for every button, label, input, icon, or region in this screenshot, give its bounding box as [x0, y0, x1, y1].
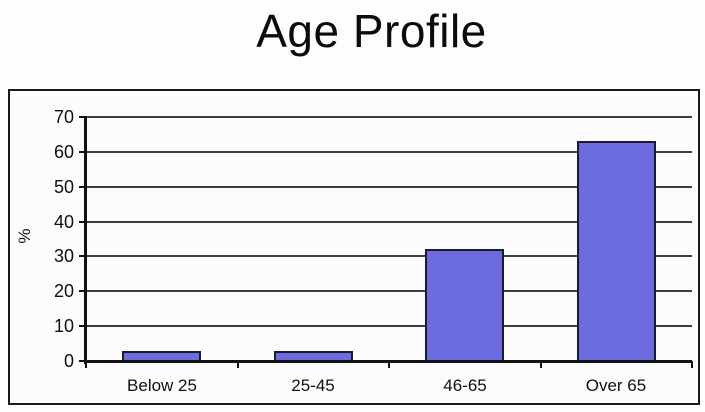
chart-plot-box: % 0 10 20 30 40 50 60 70 Below 25 25-45 46-65 Over … — [8, 89, 700, 405]
bar-25-45 — [274, 350, 353, 361]
y-axis-tick-label-20: 20 — [53, 281, 74, 302]
y-axis-tick-70 — [79, 116, 86, 118]
y-axis-tick-label-40: 40 — [53, 211, 74, 232]
x-axis-tick-4 — [691, 361, 693, 368]
y-axis-tick-label-10: 10 — [53, 316, 74, 337]
gridline-30 — [86, 255, 692, 258]
y-axis-tick-label-0: 0 — [63, 351, 74, 371]
y-axis-tick-30 — [79, 255, 86, 258]
x-axis-line — [84, 360, 692, 363]
x-axis-tick-2 — [388, 361, 390, 368]
gridline-50 — [86, 185, 692, 188]
gridline-20 — [86, 290, 692, 293]
bar-below-25 — [122, 350, 201, 361]
x-axis-tick-0 — [85, 361, 87, 368]
y-axis-tick-50 — [79, 185, 86, 188]
y-axis-tick-label-70: 70 — [53, 107, 74, 127]
y-axis-tick-label-60: 60 — [53, 141, 74, 162]
y-axis-tick-label-50: 50 — [53, 176, 74, 197]
x-axis-label-below-25: Below 25 — [127, 376, 197, 395]
bar-over-65 — [577, 141, 656, 362]
gridline-70 — [86, 116, 692, 118]
bar-46-65 — [425, 249, 504, 362]
x-axis-label-46-65: 46-65 — [443, 376, 487, 395]
y-axis-tick-0 — [79, 360, 86, 362]
y-axis-tick-20 — [79, 290, 86, 293]
x-axis-tick-1 — [237, 361, 239, 368]
y-axis-line — [84, 116, 87, 364]
gridline-60 — [86, 150, 692, 153]
gridline-10 — [86, 325, 692, 328]
x-axis-tick-3 — [540, 361, 542, 368]
chart-title: Age Profile — [256, 5, 487, 57]
gridline-40 — [86, 220, 692, 223]
y-axis-tick-label-30: 30 — [53, 246, 74, 267]
y-axis-tick-10 — [79, 325, 86, 328]
x-axis-label-over-65: Over 65 — [585, 376, 647, 395]
x-axis-label-25-45: 25-45 — [291, 376, 335, 395]
y-axis-tick-60 — [79, 150, 86, 153]
y-axis-tick-40 — [79, 220, 86, 223]
